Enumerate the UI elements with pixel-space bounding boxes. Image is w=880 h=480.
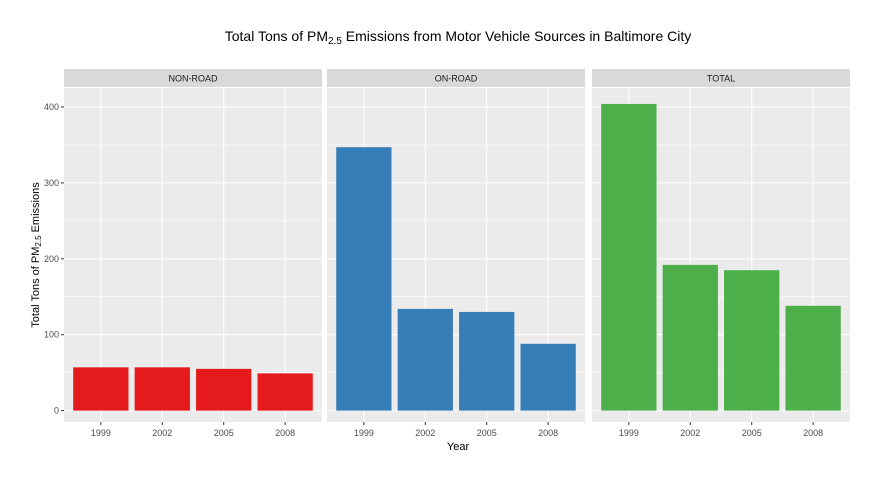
y-tick-label: 200 [44,254,59,264]
bar-on-road-1999 [336,147,392,411]
bar-non-road-2002 [134,367,190,411]
x-tick-label: 1999 [619,428,639,438]
y-tick-label: 300 [44,178,59,188]
x-tick-label: 2005 [742,428,762,438]
x-tick-label: 2002 [152,428,172,438]
y-axis: 0 100 200 300 400 [44,102,64,416]
bar-total-2008 [785,305,841,411]
x-tick-label: 2002 [415,428,435,438]
facet-on-road: ON-ROAD 1999 2002 2005 2008 [327,69,585,438]
chart-title: Total Tons of PM2.5 Emissions from Motor… [225,28,692,47]
facet-panels: NON-ROAD 1999 2002 2005 2008 ON-ROAD 1999 2002 2… [64,69,850,438]
facet-strip-label: NON-ROAD [169,74,218,84]
bar-on-road-2005 [459,311,515,411]
x-tick-label: 2008 [275,428,295,438]
y-tick-label: 400 [44,102,59,112]
y-tick-label: 0 [54,406,59,416]
facet-total: TOTAL 1999 2002 2005 2008 [592,69,850,438]
bar-non-road-1999 [73,367,129,411]
x-tick-label: 2005 [477,428,497,438]
facet-strip [592,69,850,87]
x-tick-label: 2002 [680,428,700,438]
x-tick-label: 2005 [214,428,234,438]
bar-total-2002 [662,264,718,411]
x-tick-label: 2008 [538,428,558,438]
x-axis-title: Year [447,441,470,453]
y-axis-title: Total Tons of PM2.5 Emissions [30,182,43,328]
bar-total-2005 [724,270,780,411]
bar-on-road-2008 [520,343,576,411]
bar-non-road-2008 [257,373,313,411]
y-tick-label: 100 [44,330,59,340]
x-tick-label: 2008 [803,428,823,438]
facet-strip-label: TOTAL [707,74,735,84]
facet-strip [64,69,322,87]
facet-panel [64,88,322,422]
facet-strip-label: ON-ROAD [435,74,478,84]
facet-non-road: NON-ROAD 1999 2002 2005 2008 [64,69,322,438]
bar-on-road-2002 [397,308,453,411]
x-tick-label: 1999 [354,428,374,438]
x-tick-label: 1999 [91,428,111,438]
bar-non-road-2005 [196,368,252,411]
bar-total-1999 [601,103,657,411]
facet-strip [327,69,585,87]
